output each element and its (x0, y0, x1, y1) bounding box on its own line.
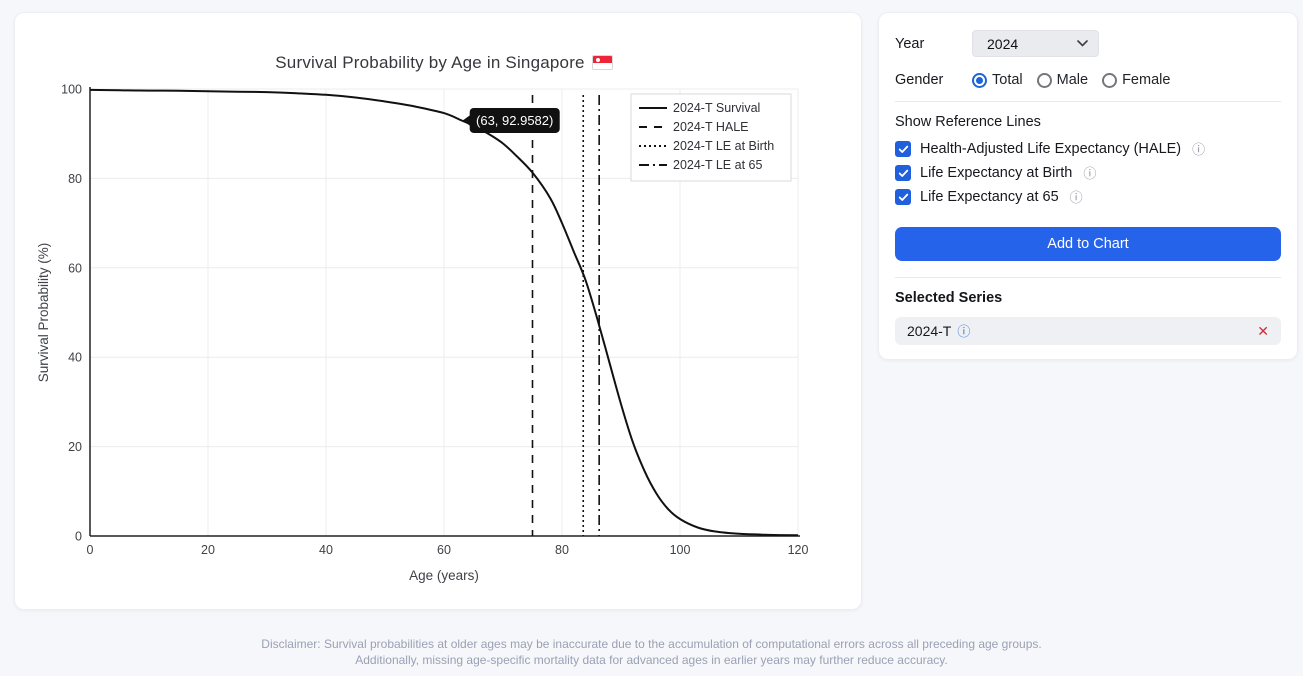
check-icon (898, 145, 908, 153)
hale-info-icon[interactable]: ⓘ (1192, 141, 1206, 157)
series-item-label: 2024-T (907, 323, 952, 339)
series-info-icon[interactable]: ⓘ (957, 323, 971, 339)
chart-title-text: Survival Probability by Age in Singapore (275, 53, 585, 72)
y-tick-label: 100 (61, 83, 82, 97)
y-axis-label: Survival Probability (%) (36, 243, 51, 383)
radio-male[interactable]: Male (1036, 72, 1089, 88)
legend-entry-label: 2024-T LE at 65 (673, 158, 762, 172)
disclaimer-line-1: Disclaimer: Survival probabilities at ol… (261, 637, 1042, 651)
x-tick-label: 80 (555, 543, 569, 557)
x-tick-label: 120 (788, 543, 809, 557)
radio-female-label: Female (1122, 72, 1171, 88)
x-tick-label: 100 (670, 543, 691, 557)
disclaimer-line-2: Additionally, missing age-specific morta… (355, 652, 948, 667)
chart-card: Survival Probability by Age in Singapore… (14, 12, 862, 610)
tooltip-label: (63, 92.9582) (476, 113, 553, 128)
radio-female[interactable]: Female (1102, 72, 1170, 88)
x-tick-label: 0 (87, 543, 94, 557)
checkbox-row-le-birth[interactable]: Life Expectancy at Birth ⓘ (895, 165, 1281, 181)
singapore-flag-icon (591, 55, 613, 70)
gender-radio-group: Total Male Female (972, 72, 1170, 88)
add-to-chart-button[interactable]: Add to Chart (895, 227, 1281, 261)
y-tick-label: 60 (68, 261, 82, 275)
controls-panel: Year 2024 Gender Total Male Female Sh (878, 12, 1298, 360)
survival-curve (89, 88, 799, 537)
checkbox-row-hale[interactable]: Health-Adjusted Life Expectancy (HALE) ⓘ (895, 141, 1281, 157)
year-select-value: 2024 (987, 35, 1019, 52)
legend-entry-label: 2024-T Survival (673, 101, 760, 115)
gender-row: Gender Total Male Female (895, 72, 1281, 88)
chevron-down-icon (1077, 40, 1088, 47)
selected-series-item: 2024-T ⓘ ✕ (895, 317, 1281, 345)
reference-lines-heading: Show Reference Lines (895, 114, 1041, 130)
legend-entry-label: 2024-T LE at Birth (673, 139, 774, 153)
disclaimer-text: Disclaimer: Survival probabilities at ol… (0, 637, 1303, 669)
tooltip-arrow (462, 113, 472, 127)
year-select[interactable]: 2024 (972, 30, 1099, 57)
y-tick-label: 40 (68, 351, 82, 365)
le-birth-checkbox[interactable] (895, 165, 911, 181)
series-remove-button[interactable]: ✕ (1257, 322, 1269, 339)
le-65-info-icon[interactable]: ⓘ (1069, 189, 1083, 205)
hale-checkbox[interactable] (895, 141, 911, 157)
y-tick-label: 0 (75, 530, 82, 544)
radio-total-control[interactable] (972, 72, 987, 88)
le-65-checkbox[interactable] (895, 189, 911, 205)
x-axis-label: Age (years) (409, 568, 479, 583)
y-tick-label: 80 (68, 172, 82, 186)
y-tick-label: 20 (68, 440, 82, 454)
check-icon (898, 193, 908, 201)
radio-female-control[interactable] (1102, 72, 1118, 88)
divider (895, 101, 1281, 102)
radio-male-control[interactable] (1036, 72, 1052, 88)
chart-tooltip (469, 107, 560, 133)
le-65-checkbox-label: Life Expectancy at 65 (920, 189, 1059, 205)
year-row: Year 2024 (895, 30, 1281, 57)
le-birth-info-icon[interactable]: ⓘ (1083, 165, 1097, 181)
radio-total-label: Total (992, 72, 1023, 88)
x-tick-label: 20 (201, 543, 215, 557)
x-tick-label: 60 (437, 543, 451, 557)
hale-checkbox-label: Health-Adjusted Life Expectancy (HALE) (920, 141, 1182, 157)
selected-series-heading: Selected Series (895, 290, 1003, 306)
radio-total[interactable]: Total (972, 72, 1023, 88)
check-icon (898, 169, 908, 177)
le-birth-checkbox-label: Life Expectancy at Birth (920, 165, 1073, 181)
x-tick-label: 40 (319, 543, 333, 557)
divider (895, 277, 1281, 278)
gender-label: Gender (895, 72, 944, 88)
year-label: Year (895, 35, 925, 52)
legend-entry-label: 2024-T HALE (673, 120, 749, 134)
radio-male-label: Male (1056, 72, 1089, 88)
chart-title: Survival Probability by Age in Singapore (90, 53, 798, 73)
checkbox-row-le-65[interactable]: Life Expectancy at 65 ⓘ (895, 189, 1281, 205)
